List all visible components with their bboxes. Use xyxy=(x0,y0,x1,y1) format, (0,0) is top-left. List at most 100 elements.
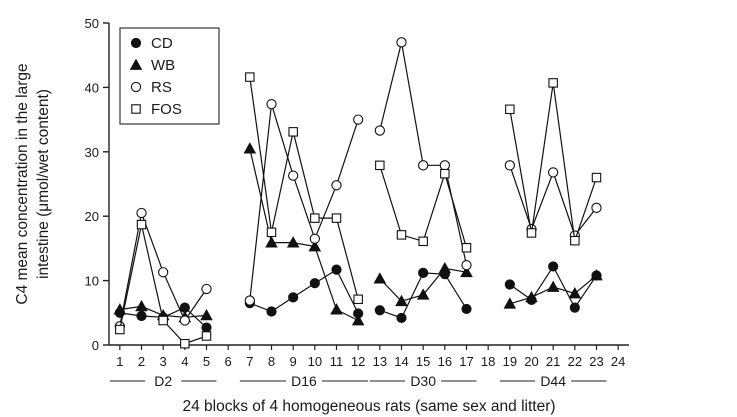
data-point xyxy=(309,278,320,289)
y-axis-title-line-1: C4 mean concentration in the large xyxy=(14,63,31,304)
data-point xyxy=(505,104,515,115)
y-tick-label: 30 xyxy=(85,145,99,160)
data-point xyxy=(418,160,429,171)
group-label: D16 xyxy=(291,373,317,389)
series-line-fos xyxy=(249,77,359,300)
data-point xyxy=(396,312,407,324)
data-point xyxy=(460,265,473,278)
legend-label: CD xyxy=(151,35,173,52)
legend-label: RS xyxy=(151,79,172,96)
series-line-rs xyxy=(379,42,468,266)
series-line-fos xyxy=(509,82,598,241)
data-point xyxy=(461,243,472,253)
series-line-cd xyxy=(249,268,359,314)
data-point xyxy=(136,207,147,219)
data-point xyxy=(200,308,213,321)
data-point xyxy=(130,37,142,49)
data-point xyxy=(158,267,169,278)
data-point xyxy=(309,233,320,244)
data-point xyxy=(136,310,147,322)
data-point xyxy=(503,297,517,309)
data-point xyxy=(504,160,515,171)
x-tick-label: 3 xyxy=(160,354,167,369)
data-point xyxy=(395,294,408,307)
data-point xyxy=(569,302,580,313)
data-point xyxy=(526,228,537,238)
series-fos xyxy=(115,72,602,349)
data-point xyxy=(135,299,148,312)
y-tick-label: 40 xyxy=(85,80,99,95)
x-tick-label: 8 xyxy=(268,354,275,369)
x-tick-label: 11 xyxy=(330,354,344,369)
data-point xyxy=(591,202,602,213)
data-point xyxy=(353,114,364,125)
series-line-rs xyxy=(249,103,359,301)
data-point xyxy=(245,72,255,82)
x-tick-label: 10 xyxy=(308,354,322,369)
data-point xyxy=(288,292,299,303)
group-labels: D2 D16 D30 D44 xyxy=(109,373,607,389)
group-label: D44 xyxy=(540,373,566,389)
data-point xyxy=(244,295,255,306)
x-tick-label: 21 xyxy=(546,354,560,369)
data-point xyxy=(351,314,365,326)
x-tick-label: 13 xyxy=(373,354,387,369)
x-tick-label: 17 xyxy=(459,354,473,369)
x-tick-label: 22 xyxy=(568,354,582,369)
data-point xyxy=(438,261,452,274)
data-point xyxy=(288,170,299,181)
data-point xyxy=(201,283,212,295)
data-point xyxy=(504,279,515,290)
y-tick-label: 20 xyxy=(85,209,99,224)
x-tick-label: 9 xyxy=(290,354,297,369)
x-tick-label: 5 xyxy=(203,354,210,369)
x-tick-label: 23 xyxy=(589,354,603,369)
data-point xyxy=(286,236,300,248)
data-point xyxy=(288,127,298,137)
data-point xyxy=(158,315,168,326)
data-point xyxy=(570,235,580,246)
data-point xyxy=(179,302,190,313)
x-tick-label: 19 xyxy=(503,354,517,369)
x-tick-label: 14 xyxy=(394,354,408,369)
x-axis-title: 24 blocks of 4 homogeneous rats (same se… xyxy=(182,398,555,415)
data-point xyxy=(330,303,343,315)
data-point xyxy=(243,142,257,154)
data-point xyxy=(331,264,342,275)
x-tick-label: 4 xyxy=(181,354,188,369)
legend-label: WB xyxy=(151,57,175,74)
data-point xyxy=(396,37,407,48)
data-point xyxy=(546,280,560,292)
y-tick-label: 10 xyxy=(85,274,99,289)
x-tick-label: 16 xyxy=(438,354,452,369)
y-axis-title-line-2: intestine (μmol/wet content) xyxy=(35,89,52,279)
data-point xyxy=(568,287,582,299)
data-point xyxy=(130,81,142,93)
data-point xyxy=(396,230,407,240)
data-point xyxy=(129,58,143,70)
y-tick-label: 0 xyxy=(92,338,99,353)
data-point xyxy=(525,290,538,303)
series-layer xyxy=(113,37,603,349)
legend: CD WB RS FOS xyxy=(119,27,220,125)
data-point xyxy=(374,305,385,316)
x-tick-label: 20 xyxy=(524,354,538,369)
data-point xyxy=(375,160,385,171)
data-point xyxy=(439,160,450,171)
data-point xyxy=(265,236,278,248)
x-tick-label: 15 xyxy=(416,354,430,369)
data-point xyxy=(353,294,363,305)
legend-label: FOS xyxy=(151,101,182,118)
data-point xyxy=(136,219,147,230)
data-point xyxy=(131,104,141,114)
data-point xyxy=(115,324,125,335)
x-tick-label: 18 xyxy=(481,354,495,369)
x-tick-label: 7 xyxy=(246,354,253,369)
data-point xyxy=(548,167,559,178)
data-point xyxy=(461,259,472,271)
data-point xyxy=(548,78,558,88)
data-point xyxy=(373,272,387,284)
series-line-fos xyxy=(119,224,207,345)
